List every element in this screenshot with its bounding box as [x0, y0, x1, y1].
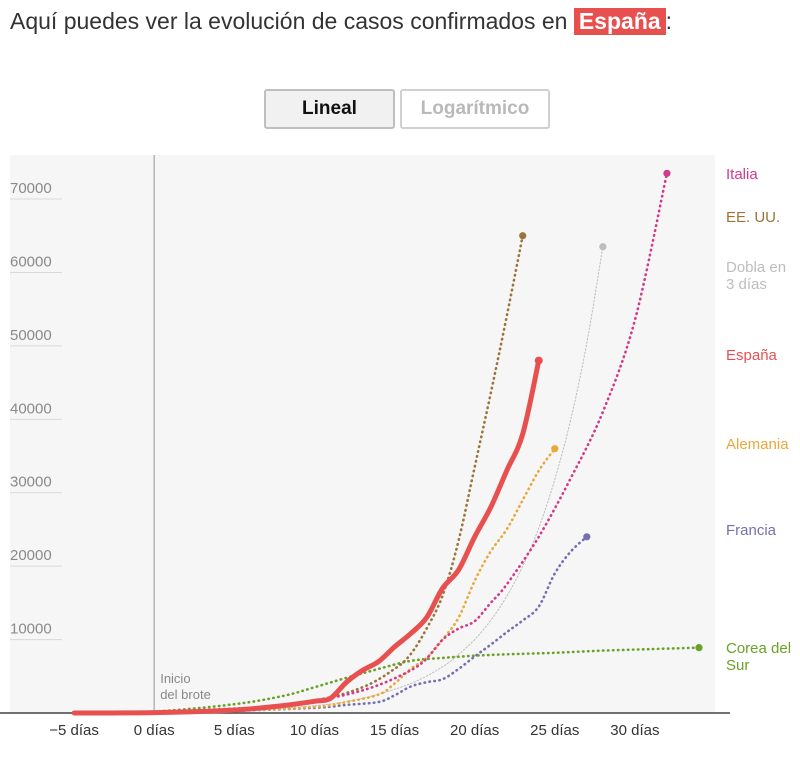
outbreak-start-annotation: del brote: [160, 687, 211, 702]
x-tick-label: 5 días: [214, 722, 255, 739]
legend-label-corea-del-sur: Sur: [726, 657, 749, 674]
legend-label-francia: Francia: [726, 522, 777, 539]
y-tick-label: 70000: [10, 180, 52, 197]
y-tick-label: 50000: [10, 327, 52, 344]
legend-label-italia: Italia: [726, 166, 758, 183]
legend-label-ee-uu: EE. UU.: [726, 209, 780, 226]
y-tick-label: 20000: [10, 547, 52, 564]
x-tick-label: 15 días: [370, 722, 419, 739]
x-tick-label: 10 días: [290, 722, 339, 739]
heading-country-highlight: España: [573, 8, 666, 35]
y-tick-label: 30000: [10, 474, 52, 491]
series-endpoint-corea-del-sur: [695, 644, 703, 652]
x-tick-label: 20 días: [450, 722, 499, 739]
y-tick-label: 40000: [10, 400, 52, 417]
x-tick-label: 0 días: [134, 722, 175, 739]
heading-suffix: :: [665, 8, 673, 34]
series-endpoint-francia: [583, 533, 591, 541]
series-line-espana: [71, 358, 542, 716]
y-tick-label: 60000: [10, 253, 52, 270]
legend-label-espana: España: [726, 347, 778, 364]
x-tick-label: 25 días: [530, 722, 579, 739]
log-scale-button[interactable]: Logarítmico: [400, 89, 550, 129]
outbreak-start-annotation: Inicio: [160, 671, 190, 686]
x-tick-label: 30 días: [610, 722, 659, 739]
series-endpoint-espana: [534, 356, 543, 365]
series-endpoint-italia: [663, 169, 671, 177]
legend-label-corea-del-sur: Corea del: [726, 640, 791, 657]
series-endpoint-ee-uu: [519, 232, 527, 240]
legend-label-dobla-en-3-dias: 3 días: [726, 276, 767, 293]
plot-background: [10, 155, 715, 713]
series-endpoint-alemania: [551, 445, 559, 453]
y-tick-label: 10000: [10, 621, 52, 638]
x-tick-label: −5 días: [49, 722, 99, 739]
heading-prefix: Aquí puedes ver la evolución de casos co…: [10, 8, 568, 34]
series-line-corea-del-sur: [72, 646, 701, 715]
linear-scale-button[interactable]: Lineal: [264, 89, 395, 129]
series-endpoint-dobla-en-3-dias: [599, 243, 607, 251]
chart-heading: Aquí puedes ver la evolución de casos co…: [10, 8, 672, 35]
legend-label-alemania: Alemania: [726, 436, 789, 453]
legend-label-dobla-en-3-dias: Dobla en: [726, 259, 786, 276]
